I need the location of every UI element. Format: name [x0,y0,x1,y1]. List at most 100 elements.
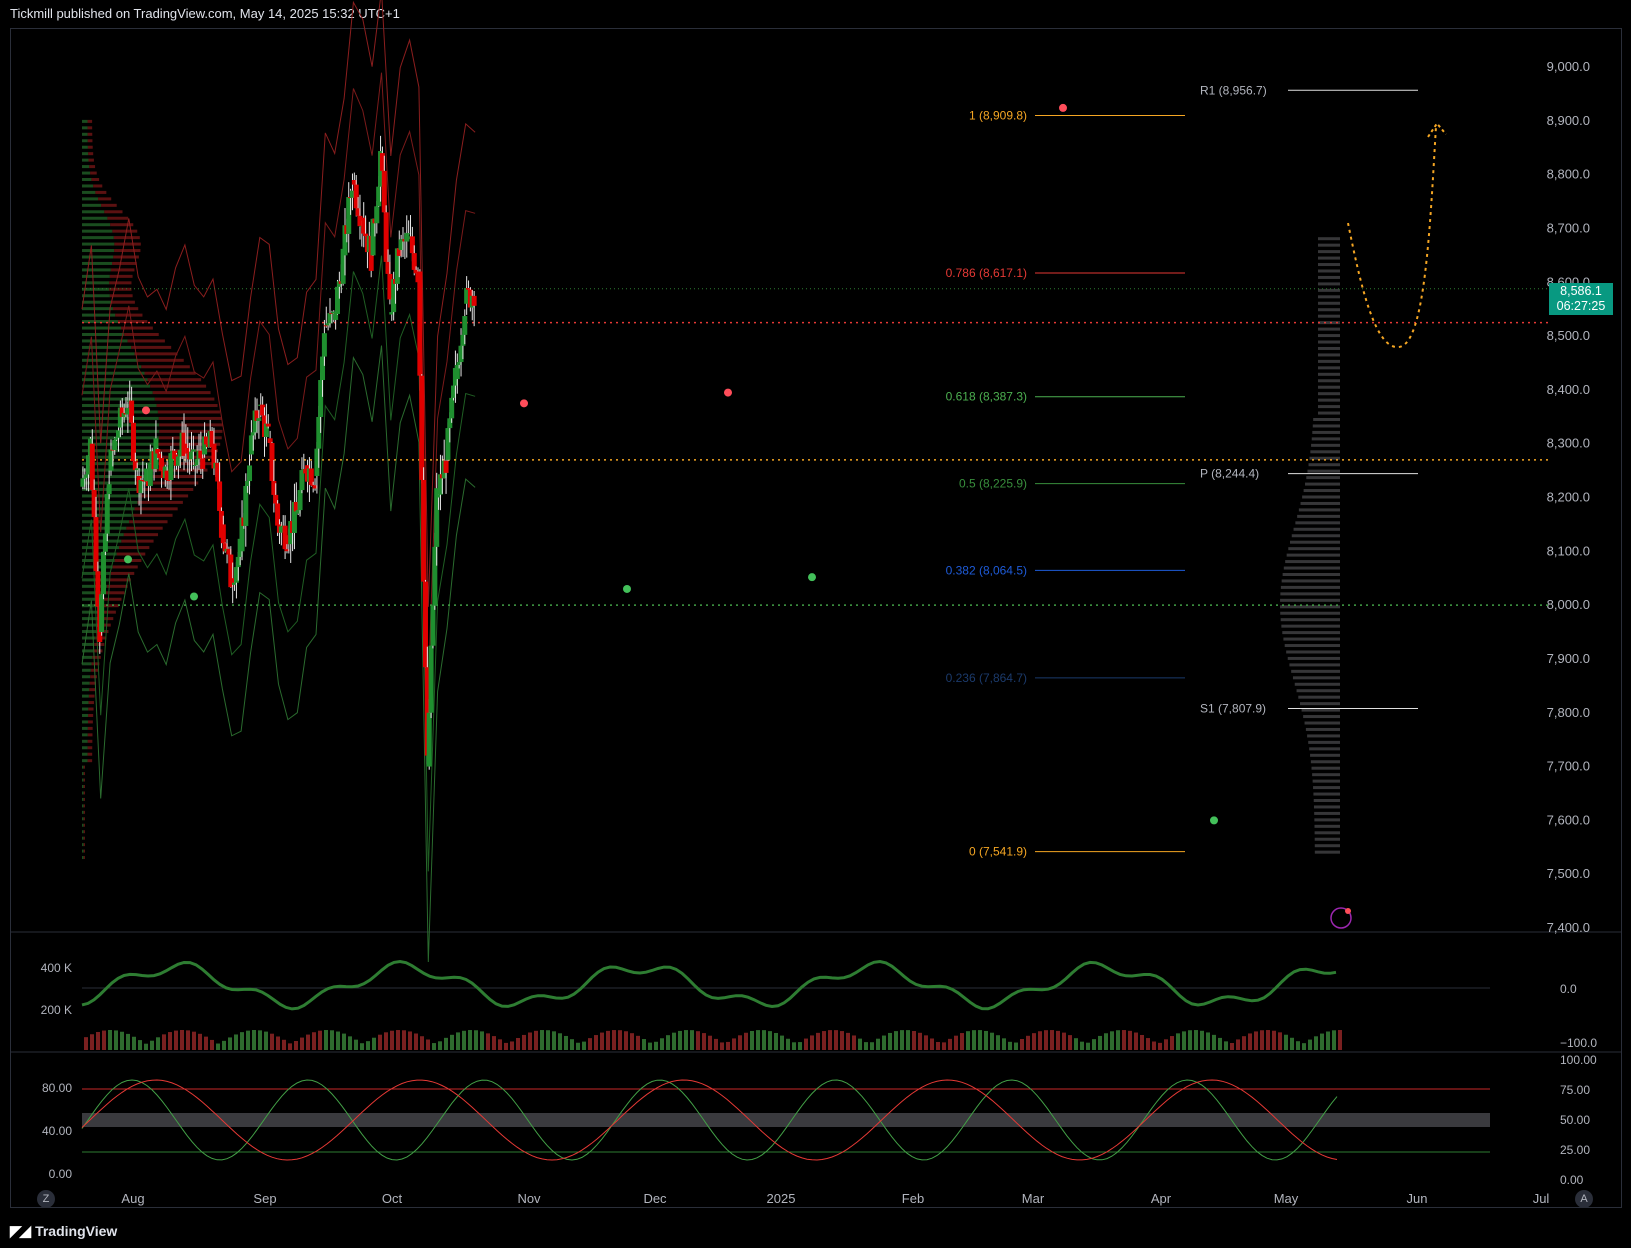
volume-bar [1332,1030,1336,1050]
volume-bar [1320,1033,1324,1050]
volume-bar [606,1030,610,1050]
volume-profile-bar [82,345,132,349]
fib-level-label: 0.5 (8,225.9) [959,477,1027,491]
candle-body [370,218,376,256]
y-tick-label: 8,200.0 [1547,490,1590,505]
session-profile-bar [1292,676,1340,680]
volume-profile-bar [82,823,84,827]
volume-bar [348,1036,352,1050]
y-tick-label: 8,900.0 [1547,113,1590,128]
fib-level-label: 1 (8,909.8) [969,109,1027,123]
candle-body [99,594,105,633]
volume-profile-bar [87,119,93,123]
auto-scale-button[interactable]: A [1575,1190,1593,1208]
volume-bar [504,1042,508,1050]
volume-bar [1248,1033,1252,1050]
candle-body [256,418,262,422]
volume-profile-bar [87,726,93,730]
volume-profile-bar [91,662,100,666]
volume-profile-bar [83,810,86,814]
volume-profile-bar [127,339,165,343]
volume-profile-bar [90,171,97,175]
volume-bar [486,1033,490,1050]
candle-body [466,288,472,290]
volume-profile-bar [82,836,84,840]
volume-bar [1290,1037,1294,1050]
session-profile-bar [1280,605,1340,609]
volume-profile-bar [107,584,128,588]
session-profile-bar [1287,656,1340,660]
volume-profile-bar [82,391,153,395]
volume-profile-bar [82,636,96,640]
volume-profile-bar [82,132,88,136]
volume-bar [324,1030,328,1050]
volume-bar [1110,1031,1114,1050]
volume-profile-bar [82,203,102,207]
volume-bar [216,1043,220,1050]
session-profile-bar [1301,708,1340,712]
session-profile-bar [1314,850,1340,854]
x-tick-label: Aug [121,1191,144,1206]
volume-bar [282,1039,286,1050]
candle-body [164,470,170,480]
volume-profile-bar [103,597,122,601]
osc-right-tick: −100.0 [1560,1036,1597,1050]
session-profile-bar [1318,411,1340,415]
volume-profile-bar [87,145,93,149]
volume-bar [252,1030,256,1050]
volume-bar [990,1032,994,1050]
volume-bar [1134,1032,1138,1050]
volume-profile-bar [82,236,114,240]
candle-body [166,479,172,481]
candle-body [282,525,288,550]
candle-body [194,459,200,465]
candle-body [278,526,284,533]
session-profile-bar [1286,650,1340,654]
volume-bar [1182,1031,1186,1050]
zoom-button[interactable]: Z [37,1190,55,1208]
session-profile-bar [1313,799,1340,803]
y-tick-label: 8,800.0 [1547,167,1590,182]
candle-body [269,442,275,482]
volume-profile-bar [89,681,97,685]
candle-body [291,501,297,534]
candle-body [355,208,361,216]
volume-bar [858,1038,862,1050]
volume-profile-bar [109,294,133,298]
volume-bar [1080,1041,1084,1050]
candle-body [202,436,208,455]
volume-profile-bar [82,242,115,246]
volume-profile-bar [87,759,93,763]
candle-body [443,460,449,473]
candle-body [327,313,333,324]
volume-profile-bar [82,165,90,169]
candle-body [226,548,232,555]
session-profile-bar [1295,521,1340,525]
volume-bar [294,1040,298,1050]
osc-left-tick: 400 K [41,961,72,975]
candle-body [203,436,209,445]
candle-body [421,479,427,582]
volume-profile-bar [83,836,86,840]
session-profile-bar [1313,418,1340,422]
volume-bar [378,1034,382,1050]
lower-band-outer [81,345,476,963]
session-profile-bar [1318,334,1340,338]
volume-profile-bar [150,384,207,388]
volume-bar [546,1030,550,1050]
candle-body [314,448,320,476]
volume-profile-bar [108,578,131,582]
volume-bar [1296,1041,1300,1050]
volume-profile-bar [82,597,104,601]
y-tick-label: 9,000.0 [1547,59,1590,74]
session-profile-bar [1303,489,1340,493]
volume-profile-bar [82,184,94,188]
projection-arrowhead [1427,121,1447,138]
volume-profile-bar [82,274,110,278]
session-profile-bar [1280,618,1340,622]
volume-profile-bar [82,210,105,214]
footer-brand[interactable]: ◤◢ TradingView [10,1222,117,1240]
volume-bar [852,1035,856,1050]
session-profile-bar [1318,269,1340,273]
